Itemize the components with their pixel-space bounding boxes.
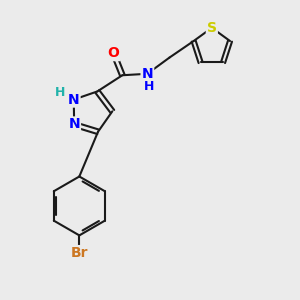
Text: H: H [55,86,66,99]
Text: O: O [108,46,119,60]
Text: H: H [144,80,154,93]
Text: N: N [142,67,153,81]
Text: N: N [68,118,80,131]
Text: S: S [207,21,217,35]
Text: N: N [68,93,80,106]
Text: Br: Br [70,246,88,260]
